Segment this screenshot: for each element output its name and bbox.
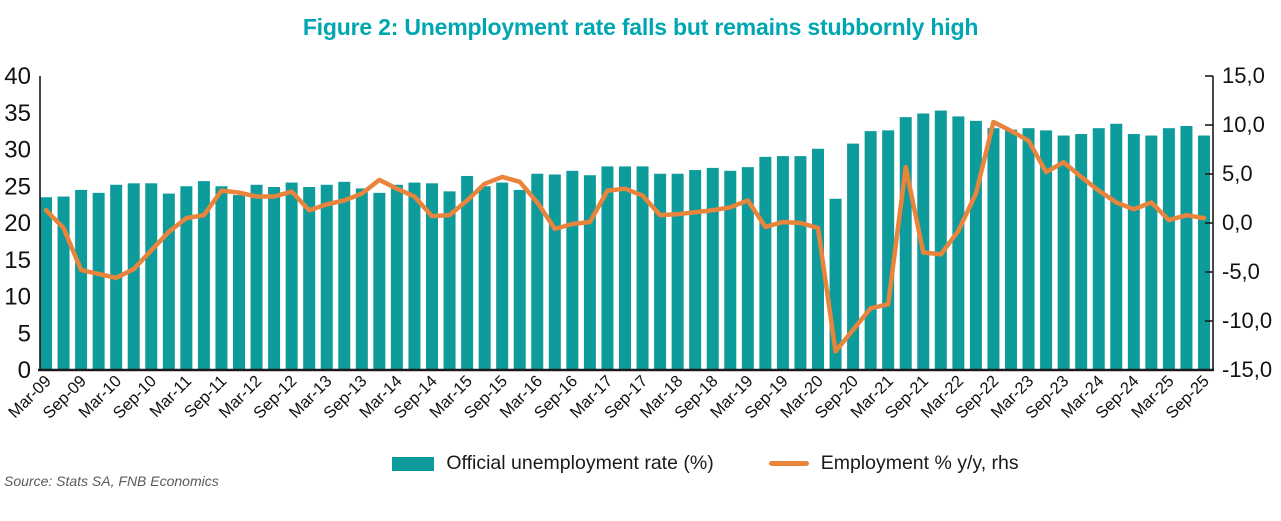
chart-legend: Official unemployment rate (%) Employmen… <box>0 452 1281 475</box>
unemployment-bar <box>496 182 509 370</box>
unemployment-bar <box>320 184 333 370</box>
unemployment-bar <box>601 166 614 370</box>
unemployment-bar <box>882 130 895 370</box>
unemployment-bar <box>162 193 175 370</box>
unemployment-bar <box>408 182 421 370</box>
unemployment-bar <box>952 116 965 370</box>
svg-text:0: 0 <box>18 357 31 384</box>
unemployment-bar <box>1145 135 1158 370</box>
unemployment-bar <box>776 156 789 370</box>
x-axis-labels: Mar-09Sep-09Mar-10Sep-10Mar-11Sep-11Mar-… <box>5 372 1213 422</box>
unemployment-bar <box>1162 128 1175 370</box>
unemployment-bar <box>478 186 491 370</box>
unemployment-bar <box>531 173 544 370</box>
bar-series-swatch-icon <box>392 456 435 471</box>
bars-series <box>40 110 1210 371</box>
unemployment-bar <box>636 166 649 370</box>
unemployment-bar <box>671 173 684 370</box>
svg-text:15,0: 15,0 <box>1222 63 1265 88</box>
svg-text:5,0: 5,0 <box>1222 161 1253 186</box>
unemployment-bar <box>1040 130 1053 370</box>
unemployment-bar <box>145 183 158 370</box>
unemployment-bar <box>741 167 754 370</box>
unemployment-bar <box>233 195 245 370</box>
unemployment-bar <box>215 186 228 370</box>
legend-label-employment: Employment % y/y, rhs <box>820 452 1019 474</box>
svg-text:-15,0: -15,0 <box>1222 357 1272 382</box>
unemployment-bar <box>759 156 772 370</box>
unemployment-bar <box>268 186 281 370</box>
svg-text:0,0: 0,0 <box>1222 210 1253 235</box>
unemployment-bar <box>1198 135 1210 370</box>
svg-text:-10,0: -10,0 <box>1222 308 1272 333</box>
unemployment-bar <box>1180 125 1193 370</box>
unemployment-bar <box>566 170 579 370</box>
unemployment-bar <box>987 128 1000 370</box>
employment-line <box>43 119 1207 354</box>
unemployment-bar <box>583 175 596 370</box>
svg-text:20: 20 <box>4 210 31 237</box>
unemployment-bar <box>706 167 719 371</box>
svg-text:-5,0: -5,0 <box>1222 259 1260 284</box>
unemployment-bar <box>1022 128 1035 370</box>
unemployment-bar <box>619 166 631 370</box>
unemployment-bar <box>1110 123 1123 370</box>
svg-text:10,0: 10,0 <box>1222 112 1265 137</box>
unemployment-bar <box>1127 134 1140 370</box>
unemployment-bar <box>426 183 438 370</box>
svg-text:5: 5 <box>18 320 31 347</box>
unemployment-bar <box>303 186 316 370</box>
unemployment-bar <box>899 117 912 370</box>
svg-text:30: 30 <box>4 137 31 164</box>
chart-canvas: 0 5 10 15 20 25 30 35 40 15,0 10,0 5,0 0,0 -5,0 -10,0 -… <box>4 63 1272 422</box>
unemployment-bar <box>1057 135 1070 370</box>
unemployment-bar <box>390 184 403 370</box>
svg-text:25: 25 <box>4 173 31 200</box>
unemployment-bar <box>1075 134 1088 370</box>
unemployment-bar <box>864 131 877 371</box>
chart-title: Figure 2: Unemployment rate falls but re… <box>302 14 979 40</box>
legend-item-employment: Employment % y/y, rhs <box>768 452 1019 475</box>
axes <box>38 75 1214 372</box>
unemployment-bar <box>92 192 105 370</box>
unemployment-bar <box>355 188 368 370</box>
source-note: Source: Stats SA, FNB Economics <box>4 473 219 489</box>
unemployment-bar <box>689 170 702 370</box>
unemployment-bar <box>1005 129 1017 370</box>
unemployment-bar <box>197 181 210 370</box>
legend-label-unemployment: Official unemployment rate (%) <box>446 452 714 474</box>
unemployment-bar <box>654 173 667 370</box>
unemployment-bar <box>285 182 298 370</box>
legend-item-unemployment: Official unemployment rate (%) <box>392 452 714 475</box>
svg-text:40: 40 <box>4 63 31 90</box>
unemployment-bar <box>724 170 737 370</box>
unemployment-bar <box>794 156 807 370</box>
svg-text:35: 35 <box>4 100 31 127</box>
unemployment-bar <box>548 174 561 370</box>
unemployment-bar <box>127 183 140 370</box>
unemployment-bar <box>969 120 982 370</box>
unemployment-bar <box>812 148 824 370</box>
unemployment-bar <box>461 175 474 370</box>
unemployment-bar <box>934 110 947 371</box>
svg-text:15: 15 <box>4 247 31 274</box>
svg-text:10: 10 <box>4 284 31 311</box>
unemployment-bar <box>180 186 193 370</box>
right-axis-labels: 15,0 10,0 5,0 0,0 -5,0 -10,0 -15,0 <box>1222 63 1272 382</box>
unemployment-bar <box>250 184 263 370</box>
unemployment-bar <box>847 143 860 370</box>
unemployment-bar <box>443 191 456 370</box>
left-axis-labels: 0 5 10 15 20 25 30 35 40 <box>4 63 31 384</box>
line-series-swatch-icon <box>768 461 809 466</box>
unemployment-bar <box>1092 128 1105 370</box>
unemployment-bar <box>75 189 88 370</box>
unemployment-bar <box>513 189 526 370</box>
unemployment-bar <box>338 181 351 370</box>
unemployment-bar <box>40 197 52 370</box>
unemployment-bar <box>373 192 386 370</box>
